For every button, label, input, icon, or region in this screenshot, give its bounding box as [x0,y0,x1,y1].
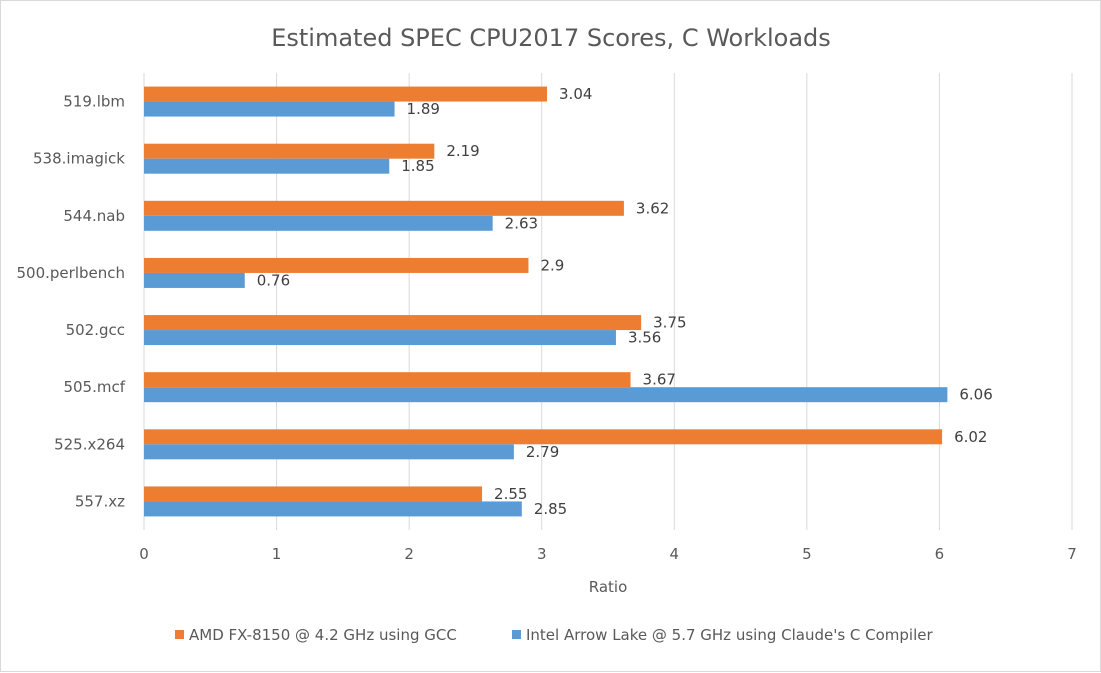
data-label: 0.76 [257,271,290,289]
legend: AMD FX-8150 @ 4.2 GHz using GCC Intel Arr… [175,626,933,644]
gridlines [143,73,1073,530]
category-label: 505.mcf [63,378,125,396]
x-tick-label: 2 [404,545,414,563]
category-label: 519.lbm [63,93,125,111]
data-label: 2.55 [494,485,527,503]
bar-intel [144,330,616,346]
data-label: 6.02 [954,428,987,446]
category-label: 525.x264 [54,435,125,453]
data-label: 2.85 [534,500,567,518]
bar-amd [144,315,642,331]
data-label: 1.85 [401,157,434,175]
data-label: 2.79 [526,443,559,461]
bar-amd [144,486,483,502]
x-tick-label: 1 [272,545,282,563]
category-label: 544.nab [63,207,125,225]
data-label: 3.75 [653,314,686,332]
data-label: 3.56 [628,329,661,347]
data-label: 2.19 [446,142,479,160]
bar-amd [144,257,529,273]
bar-amd [144,200,624,216]
bar-amd [144,429,943,445]
data-label: 2.9 [540,256,564,274]
x-axis-title: Ratio [589,578,628,596]
data-label: 2.63 [505,214,538,232]
category-label: 500.perlbench [17,264,126,282]
legend-label: Intel Arrow Lake @ 5.7 GHz using Claude'… [526,626,933,644]
value-axis: 0 1 2 3 4 5 6 7 [139,545,1077,563]
data-label: 3.67 [643,371,676,389]
data-label: 6.06 [959,386,992,404]
legend-swatch [175,630,184,639]
data-label: 1.89 [407,100,440,118]
bar-amd [144,143,435,159]
x-tick-label: 0 [139,545,149,563]
legend-swatch [512,630,521,639]
category-label: 502.gcc [66,321,125,339]
x-tick-label: 6 [935,545,945,563]
chart-title: Estimated SPEC CPU2017 Scores, C Workloa… [271,24,831,52]
bar-intel [144,158,390,174]
bar-amd [144,372,631,388]
bars [144,86,948,517]
category-axis: 519.lbm 538.imagick 544.nab 500.perlbench 50… [17,93,126,511]
x-tick-label: 5 [802,545,812,563]
bar-intel [144,215,493,231]
x-tick-label: 4 [670,545,680,563]
data-labels: 3.04 1.89 2.19 1.85 3.62 2.63 2.9 0.76 3.753.56 3… [257,85,993,518]
x-tick-label: 3 [537,545,547,563]
bar-intel [144,444,514,460]
bar-intel [144,501,522,517]
bar-amd [144,86,548,102]
bar-intel [144,387,948,403]
data-label: 3.62 [636,199,669,217]
bar-intel [144,101,395,117]
legend-label: AMD FX-8150 @ 4.2 GHz using GCC [189,626,457,644]
data-label: 3.04 [559,85,592,103]
category-label: 557.xz [75,492,125,510]
x-tick-label: 7 [1067,545,1077,563]
bar-intel [144,272,245,288]
category-label: 538.imagick [33,150,125,168]
